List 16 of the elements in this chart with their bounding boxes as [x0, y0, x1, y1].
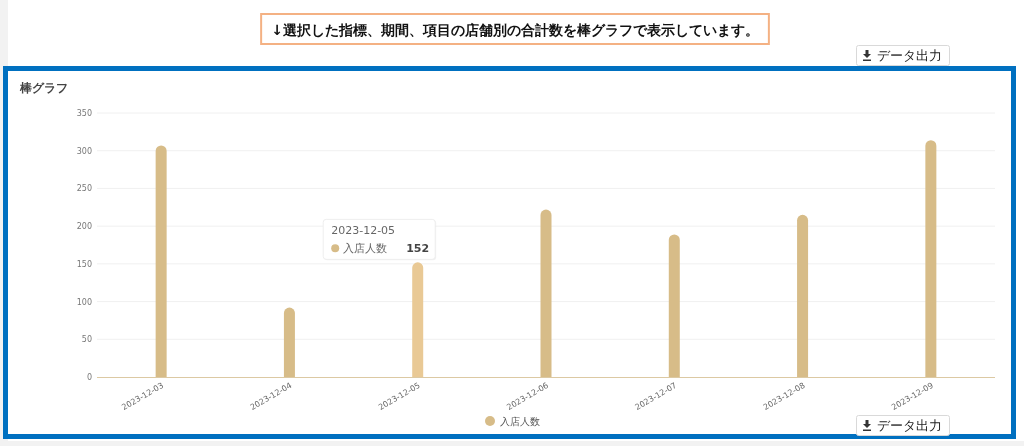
data-label: 152: [406, 242, 430, 256]
y-tick-label: 200: [76, 222, 92, 232]
legend: 入店人数: [485, 416, 540, 427]
y-tick-label: 150: [76, 259, 92, 269]
button: データ出力: [856, 415, 950, 436]
y-tick-label: 100: [76, 297, 92, 307]
legend-label: 入店人数: [343, 242, 388, 256]
y-tick-label: 0: [86, 373, 92, 382]
y-tick-label: 250: [76, 184, 92, 194]
category-label: 2023-12-05: [331, 224, 396, 238]
chart-title: 棒グラフ: [19, 81, 68, 95]
button: データ出力: [856, 45, 950, 66]
note: ↓選択した指標、期間、項目の店舗別の合計数を棒グラフで表示しています。: [260, 13, 770, 45]
y-tick-label: 50: [81, 335, 92, 345]
y-tick-label: 300: [76, 146, 92, 156]
y-tick-label: 350: [76, 109, 92, 118]
